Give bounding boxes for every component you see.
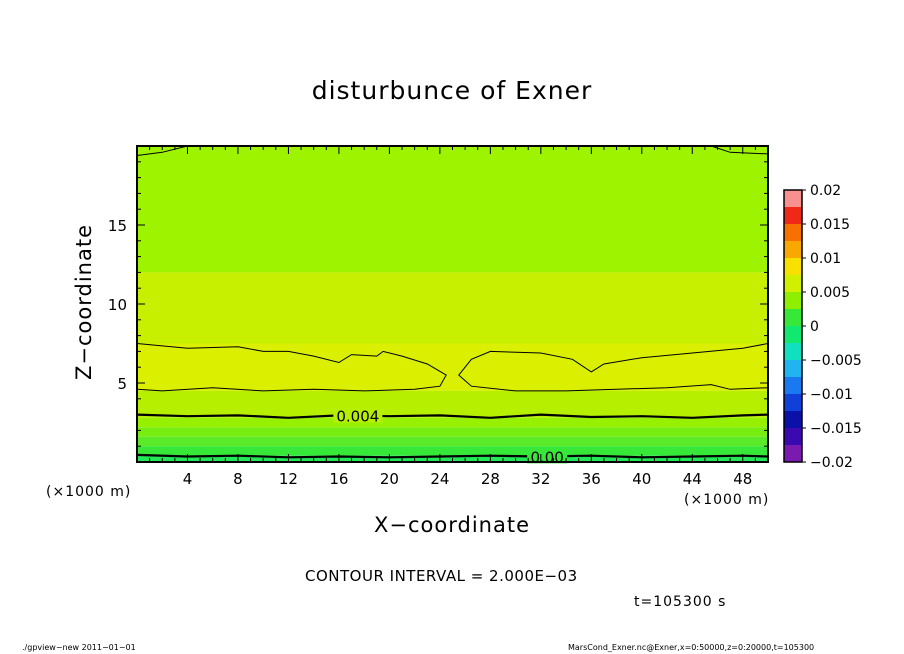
x-tick-label: 32: [531, 470, 550, 488]
colorbar-swatch: [784, 343, 802, 360]
footer-source: MarsCond_Exner.nc@Exner,x=0:50000,z=0:20…: [568, 643, 815, 652]
x-tick-label: 12: [279, 470, 298, 488]
fill-band-l3: [137, 436, 768, 447]
x-tick-label: 20: [380, 470, 399, 488]
contour-line-4: [137, 146, 188, 156]
colorbar-swatch: [784, 411, 802, 428]
contour-interval-text: CONTOUR INTERVAL = 2.000E−03: [305, 567, 578, 585]
contour-line-2: [137, 343, 447, 392]
y-axis-ticks: 5 10 15: [108, 145, 768, 463]
colorbar-swatch: [784, 326, 802, 343]
x-tick-label: 28: [481, 470, 500, 488]
colorbar-swatch: [784, 445, 802, 462]
colorbar-swatch: [784, 190, 802, 207]
x-tick-label: 40: [632, 470, 651, 488]
fill-band-l1: [137, 417, 768, 428]
colorbar-swatch: [784, 428, 802, 445]
fill-band-upper: [137, 146, 768, 273]
colorbar-swatch: [784, 309, 802, 326]
fill-band-mid: [137, 272, 768, 344]
footer-program: ./gpview−new 2011−01−01: [22, 643, 136, 652]
contour-label-1: 0.00: [530, 448, 563, 466]
colorbar-label: −0.015: [810, 421, 862, 437]
fill-band-l4: [137, 446, 768, 456]
colorbar-swatch: [784, 275, 802, 292]
time-stamp: t=105300 s: [634, 594, 727, 610]
colorbar-swatch: [784, 360, 802, 377]
colorbar-swatch: [784, 241, 802, 258]
colorbar-swatch: [784, 394, 802, 411]
colorbar-swatch: [784, 292, 802, 309]
x-tick-label: 48: [733, 470, 752, 488]
x-tick-label: 4: [183, 470, 193, 488]
contour-line-1: [137, 453, 768, 459]
x-tick-label: 8: [233, 470, 243, 488]
colorbar-label: −0.005: [810, 353, 862, 369]
colorbar-label: 0.005: [810, 285, 850, 301]
y-tick-label: 5: [117, 375, 127, 393]
x-axis-ticks: 4 8 12 16 20 24 28 32 36 40 44 48: [136, 146, 769, 488]
colorbar-swatch: [784, 224, 802, 241]
colorbar-label: −0.01: [810, 387, 853, 403]
x-tick-label: 44: [683, 470, 702, 488]
colorbar-label: 0.01: [810, 251, 841, 267]
contour-line-0: [137, 413, 768, 419]
colorbar-swatch: [784, 258, 802, 275]
x-tick-label: 36: [582, 470, 601, 488]
x-tick-label: 16: [329, 470, 348, 488]
fill-band-lower: [137, 390, 768, 418]
contour-label-bg-0: [333, 408, 383, 423]
colorbar-label: 0.015: [810, 217, 850, 233]
contour-line-3: [458, 343, 768, 392]
x-tick-label: 24: [430, 470, 449, 488]
colorbar: 0.02 0.015 0.01 0.005 0 −0.005 −0.01 −0.015 −0.0…: [783, 183, 862, 471]
x-axis-label: X−coordinate: [374, 513, 530, 537]
x-unit-label-right: (×1000 m): [684, 492, 770, 508]
colorbar-label: 0.02: [810, 183, 841, 199]
contour-lines: [137, 146, 768, 459]
fill-band-core: [137, 343, 768, 391]
contour-label-bg-1: [527, 449, 568, 464]
y-tick-label: 10: [108, 296, 127, 314]
chart-title: disturbunce of Exner: [311, 76, 593, 105]
y-tick-label: 15: [108, 217, 127, 235]
colorbar-label: −0.02: [810, 455, 853, 471]
colorbar-swatch: [784, 377, 802, 394]
colorbar-swatch: [784, 207, 802, 224]
x-unit-label-left: (×1000 m): [46, 484, 132, 500]
y-axis-label: Z−coordinate: [72, 224, 96, 380]
fill-band-l2: [137, 427, 768, 437]
contour-label-0: 0.004: [336, 408, 379, 426]
colorbar-label: 0: [810, 319, 819, 335]
